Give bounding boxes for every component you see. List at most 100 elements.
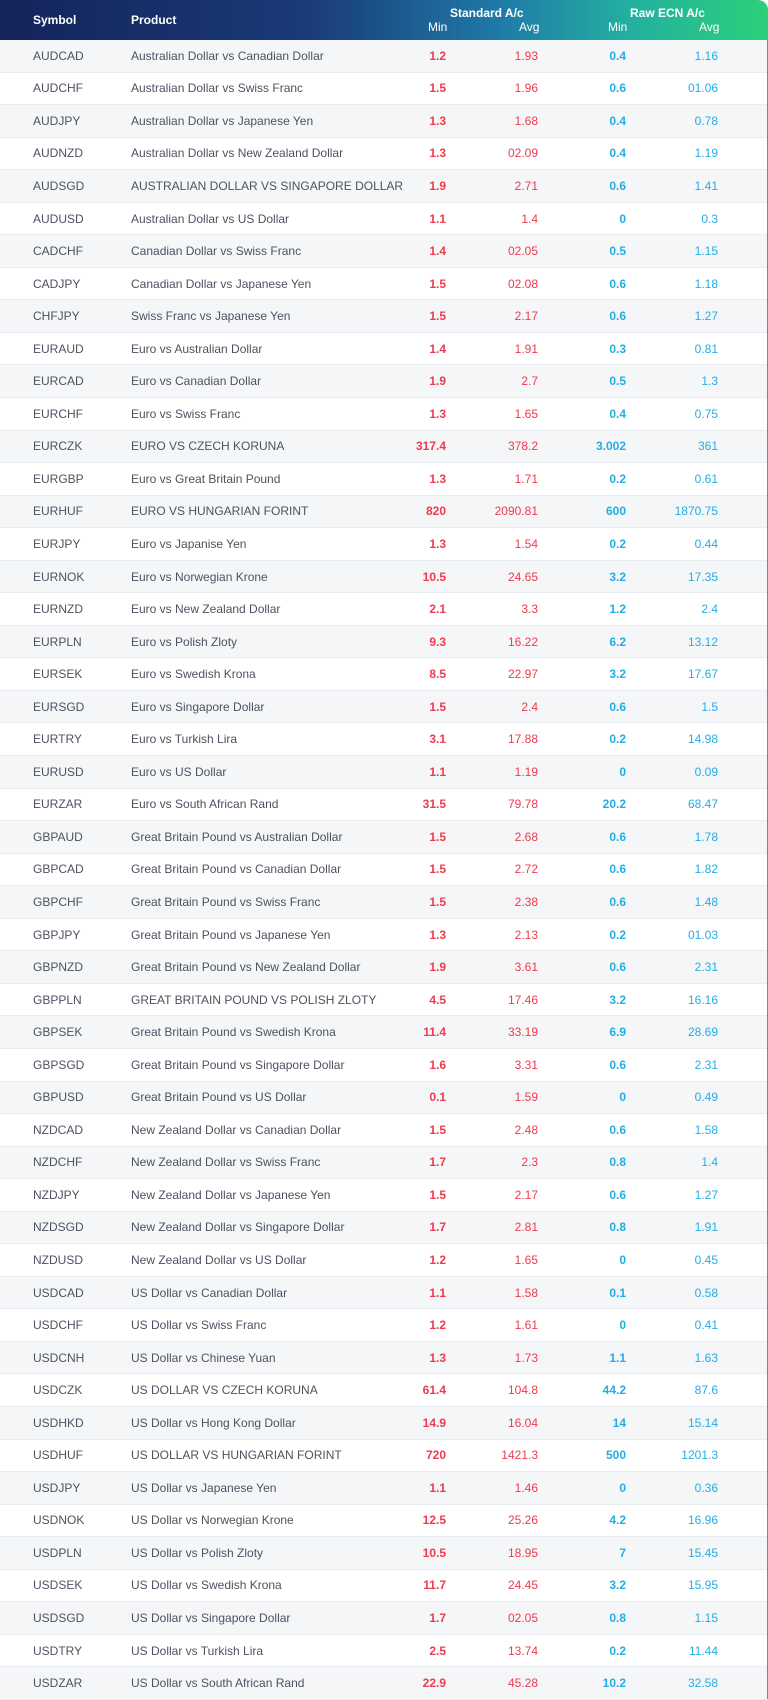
standard-avg-cell: 79.78 (507, 797, 538, 812)
table-row: AUDCAD Australian Dollar vs Canadian Doll… (0, 40, 768, 73)
symbol-cell: GBPSGD (33, 1057, 85, 1072)
standard-avg-cell: 1421.3 (501, 1448, 538, 1463)
product-cell: AUSTRALIAN DOLLAR VS SINGAPORE DOLLAR (131, 178, 404, 193)
symbol-cell: GBPPLN (33, 992, 82, 1007)
symbol-cell: EURAUD (33, 341, 84, 356)
raw-min-cell: 6.2 (609, 634, 626, 649)
table-row: USDSGD US Dollar vs Singapore Dollar 1.7 02… (0, 1602, 768, 1635)
raw-avg-cell: 0.09 (694, 764, 718, 779)
raw-avg-cell: 1.82 (694, 862, 718, 877)
raw-min-cell: 1.1 (609, 1350, 626, 1365)
symbol-cell: USDJPY (33, 1480, 81, 1495)
product-cell: Great Britain Pound vs New Zealand Dolla… (131, 960, 361, 975)
raw-min-cell: 3.2 (609, 569, 626, 584)
table-row: CHFJPY Swiss Franc vs Japanese Yen 1.5 2.17… (0, 300, 768, 333)
table-row: GBPUSD Great Britain Pound vs US Dollar 0.… (0, 1081, 768, 1115)
standard-avg-cell: 2.13 (514, 927, 538, 942)
header-standard-account: Standard A/c (450, 6, 524, 20)
standard-avg-cell: 1.61 (514, 1318, 538, 1333)
table-row: GBPCHF Great Britain Pound vs Swiss Franc… (0, 886, 768, 919)
product-cell: Euro vs Swiss Franc (131, 406, 241, 421)
raw-avg-cell: 0.58 (694, 1285, 718, 1300)
raw-min-cell: 4.2 (609, 1513, 626, 1528)
standard-avg-cell: 1.58 (514, 1285, 538, 1300)
raw-min-cell: 0.2 (609, 927, 626, 942)
standard-avg-cell: 1.46 (514, 1480, 538, 1495)
standard-avg-cell: 24.65 (507, 569, 538, 584)
standard-min-cell: 1.5 (429, 276, 446, 291)
raw-min-cell: 0.4 (609, 48, 626, 63)
header-raw-ecn-account: Raw ECN A/c (630, 6, 705, 20)
product-cell: Australian Dollar vs New Zealand Dollar (131, 146, 344, 161)
raw-min-cell: 10.2 (602, 1676, 626, 1691)
table-row: EURNOK Euro vs Norwegian Krone 10.5 24.65 3.… (0, 560, 768, 594)
raw-min-cell: 0.6 (609, 276, 626, 291)
symbol-cell: USDTRY (33, 1643, 83, 1658)
raw-avg-cell: 1.3 (701, 374, 718, 389)
standard-min-cell: 1.3 (429, 471, 446, 486)
raw-avg-cell: 1.78 (694, 829, 718, 844)
standard-min-cell: 22.9 (422, 1676, 446, 1691)
table-row: USDSEK US Dollar vs Swedish Krona 11.7 24.4… (0, 1569, 768, 1603)
product-cell: Australian Dollar vs Swiss Franc (131, 81, 304, 96)
symbol-cell: GBPCAD (33, 862, 84, 877)
standard-avg-cell: 1.68 (514, 113, 538, 128)
raw-avg-cell: 0.44 (694, 536, 718, 551)
symbol-cell: USDPLN (33, 1545, 82, 1560)
standard-avg-cell: 2.4 (521, 699, 538, 714)
header-symbol: Symbol (33, 13, 77, 27)
symbol-cell: EURJPY (33, 536, 81, 551)
raw-min-cell: 0.6 (609, 309, 626, 324)
raw-avg-cell: 1.18 (694, 276, 718, 291)
standard-avg-cell: 17.46 (507, 992, 538, 1007)
standard-avg-cell: 1.71 (514, 471, 538, 486)
standard-avg-cell: 1.96 (514, 81, 538, 96)
table-row: GBPJPY Great Britain Pound vs Japanese Ye… (0, 918, 768, 952)
raw-avg-cell: 1.19 (694, 146, 718, 161)
raw-min-cell: 44.2 (602, 1383, 626, 1398)
product-cell: US Dollar vs South African Rand (131, 1676, 305, 1691)
symbol-cell: USDHUF (33, 1448, 83, 1463)
raw-avg-cell: 0.49 (694, 1090, 718, 1105)
raw-min-cell: 600 (605, 504, 626, 519)
raw-min-cell: 0.6 (609, 178, 626, 193)
product-cell: US Dollar vs Norwegian Krone (131, 1513, 294, 1528)
symbol-cell: GBPSEK (33, 1025, 83, 1040)
product-cell: Euro vs US Dollar (131, 764, 227, 779)
standard-min-cell: 720 (425, 1448, 446, 1463)
symbol-cell: NZDCHF (33, 1155, 83, 1170)
raw-min-cell: 0.6 (609, 1187, 626, 1202)
product-cell: Euro vs South African Rand (131, 797, 279, 812)
table-row: USDNOK US Dollar vs Norwegian Krone 12.5 25… (0, 1504, 768, 1538)
standard-min-cell: 1.7 (429, 1611, 446, 1626)
raw-min-cell: 0.2 (609, 732, 626, 747)
standard-min-cell: 2.5 (429, 1643, 446, 1658)
table-row: NZDCHF New Zealand Dollar vs Swiss Franc 1… (0, 1146, 768, 1180)
table-row: EURAUD Euro vs Australian Dollar 1.4 1.91 0.… (0, 332, 768, 366)
table-row: AUDJPY Australian Dollar vs Japanese Yen 1… (0, 105, 768, 138)
product-cell: Euro vs Swedish Krona (131, 667, 256, 682)
product-cell: US DOLLAR VS HUNGARIAN FORINT (131, 1448, 342, 1463)
table-row: AUDNZD Australian Dollar vs New Zealand D… (0, 137, 768, 171)
raw-avg-cell: 2.31 (694, 1057, 718, 1072)
standard-min-cell: 10.5 (422, 1545, 446, 1560)
product-cell: EURO VS HUNGARIAN FORINT (131, 504, 309, 519)
raw-avg-cell: 16.96 (687, 1513, 718, 1528)
raw-avg-cell: 87.6 (694, 1383, 718, 1398)
standard-min-cell: 1.3 (429, 113, 446, 128)
raw-min-cell: 0.3 (609, 341, 626, 356)
standard-avg-cell: 2.7 (521, 374, 538, 389)
table-row: GBPSEK Great Britain Pound vs Swedish Kro… (0, 1016, 768, 1049)
standard-min-cell: 1.5 (429, 829, 446, 844)
table-row: EURSGD Euro vs Singapore Dollar 1.5 2.4 0.6 1… (0, 690, 768, 724)
symbol-cell: GBPAUD (33, 829, 83, 844)
standard-avg-cell: 2.81 (514, 1220, 538, 1235)
symbol-cell: NZDCAD (33, 1122, 83, 1137)
product-cell: Euro vs Norwegian Krone (131, 569, 268, 584)
raw-min-cell: 3.2 (609, 667, 626, 682)
symbol-cell: AUDJPY (33, 113, 81, 128)
table-row: NZDSGD New Zealand Dollar vs Singapore Do… (0, 1211, 768, 1245)
standard-avg-cell: 22.97 (507, 667, 538, 682)
standard-min-cell: 1.5 (429, 894, 446, 909)
